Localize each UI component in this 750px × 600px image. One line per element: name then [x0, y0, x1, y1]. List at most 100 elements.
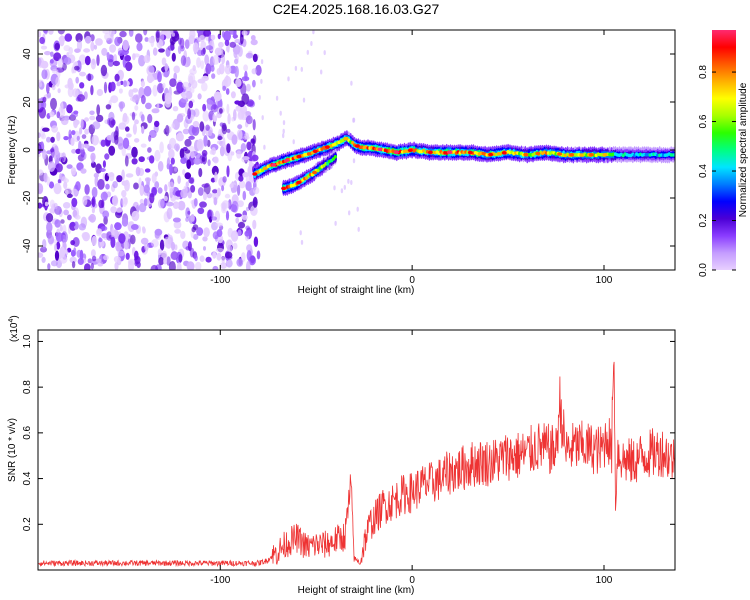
noise-blob — [93, 44, 98, 50]
noise-blob — [226, 103, 230, 114]
noise-speck — [261, 115, 264, 121]
noise-blob — [219, 146, 225, 157]
colorbar: 0.0 0.2 0.4 0.6 0.8 Normalized spectral ampl… — [698, 30, 749, 277]
snr-frame — [37, 329, 676, 571]
noise-blob — [104, 153, 110, 160]
noise-blob — [84, 263, 91, 270]
noise-blob — [103, 81, 108, 94]
noise-blob — [131, 146, 138, 158]
noise-blob — [239, 32, 244, 45]
noise-blob — [163, 195, 168, 202]
noise-blob — [236, 129, 243, 141]
noise-speck — [352, 158, 356, 164]
noise-blob — [224, 39, 230, 47]
noise-blob — [122, 115, 130, 125]
noise-blob — [161, 57, 167, 66]
noise-blob — [63, 57, 72, 65]
noise-blob — [252, 119, 256, 131]
trace-peak — [312, 149, 318, 154]
noise-blob — [148, 134, 152, 142]
noise-blob — [184, 39, 190, 49]
noise-blob — [156, 103, 160, 110]
y-tick-label: 0.6 — [22, 425, 33, 439]
noise-blob — [232, 242, 238, 250]
noise-blob — [138, 55, 146, 67]
noise-blob — [105, 183, 110, 190]
noise-blob — [49, 111, 55, 118]
noise-blob — [128, 30, 134, 37]
noise-blob — [212, 113, 216, 122]
noise-blob — [163, 257, 168, 265]
noise-blob — [205, 45, 214, 51]
noise-blob — [90, 34, 95, 42]
noise-blob — [71, 66, 75, 74]
noise-blob — [151, 108, 160, 114]
noise-blob — [184, 149, 191, 154]
noise-blob — [225, 210, 230, 221]
main-signal-trace — [252, 130, 675, 183]
noise-blob — [240, 143, 247, 152]
noise-blob — [174, 143, 180, 151]
noise-speck — [292, 139, 295, 145]
noise-blob — [199, 35, 205, 43]
noise-blob — [72, 88, 79, 98]
noise-blob — [69, 256, 77, 264]
noise-blob — [63, 136, 69, 141]
noise-blob — [161, 30, 168, 35]
noise-blob — [175, 132, 184, 142]
noise-blob — [248, 162, 255, 167]
noise-blob — [81, 143, 85, 150]
noise-speck — [260, 59, 264, 65]
noise-blob — [233, 49, 238, 59]
noise-blob — [110, 206, 117, 214]
noise-blob — [60, 219, 65, 224]
noise-blob — [66, 164, 73, 169]
noise-blob — [171, 123, 175, 129]
noise-blob — [182, 169, 186, 176]
noise-blob — [46, 176, 51, 186]
noise-blob — [217, 135, 223, 141]
noise-blob — [185, 90, 193, 100]
noise-blob — [41, 69, 48, 80]
noise-blob — [182, 81, 190, 90]
noise-blob — [188, 75, 194, 85]
noise-blob — [229, 183, 234, 189]
noise-blob — [246, 244, 253, 252]
noise-blob — [164, 63, 169, 72]
noise-blob — [230, 91, 236, 99]
noise-blob — [131, 158, 138, 165]
noise-blob — [71, 111, 78, 118]
noise-blob — [225, 88, 230, 95]
noise-blob — [111, 227, 115, 240]
noise-blob — [133, 182, 139, 190]
noise-blob — [41, 256, 46, 263]
noise-blob — [130, 224, 139, 230]
noise-blob — [200, 60, 205, 70]
noise-blob — [162, 82, 166, 89]
noise-blob — [215, 222, 223, 227]
noise-blob — [202, 110, 210, 122]
noise-blob — [252, 53, 258, 63]
noise-speck — [350, 180, 353, 185]
trace-peak — [252, 172, 258, 176]
y-tick-label: 20 — [22, 96, 33, 108]
noise-blob — [57, 58, 64, 69]
trace-peak — [602, 153, 608, 157]
noise-blob — [237, 184, 241, 196]
noise-blob — [205, 256, 212, 263]
noise-blob — [96, 104, 101, 116]
noise-blob — [252, 219, 257, 230]
noise-blob — [253, 186, 260, 195]
noise-blob — [176, 262, 182, 270]
noise-blob — [192, 224, 199, 231]
noise-blob — [42, 149, 47, 160]
noise-blob — [242, 135, 250, 140]
noise-blob — [180, 157, 187, 164]
noise-speck — [275, 95, 279, 101]
noise-blob — [82, 195, 88, 206]
noise-blob — [152, 47, 158, 56]
snr-line — [38, 361, 675, 568]
noise-blob — [203, 227, 210, 238]
noise-blob — [207, 159, 211, 167]
noise-blob — [253, 236, 259, 248]
